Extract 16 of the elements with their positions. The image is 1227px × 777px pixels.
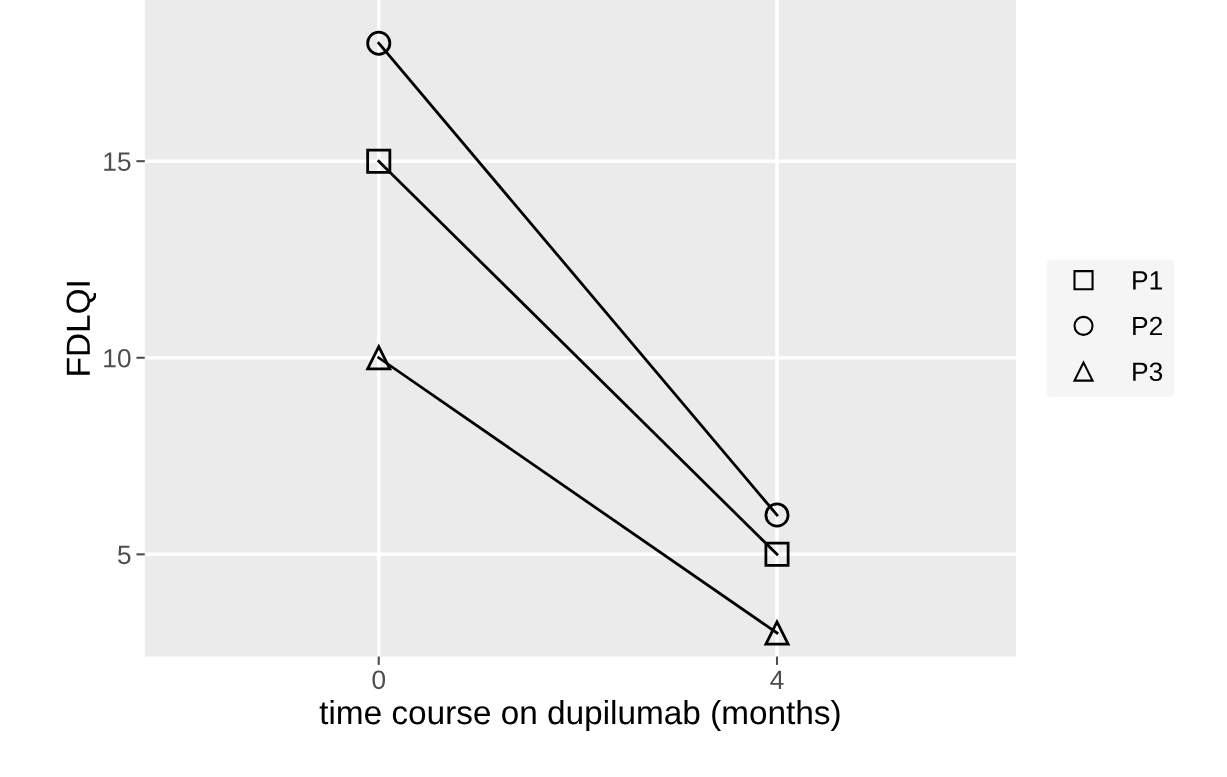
- point: [366, 30, 392, 56]
- point: [764, 502, 790, 528]
- y-tick-label: 10: [104, 348, 131, 368]
- x-axis-title: time course on dupilumab (months): [319, 699, 840, 731]
- point: [366, 345, 392, 371]
- y-axis-title: FDLQI: [66, 282, 97, 375]
- x-tick-label: 4: [770, 670, 784, 689]
- legend-label: P3: [1133, 362, 1163, 382]
- legend-label: P1: [1133, 271, 1163, 290]
- legend-label: P2: [1133, 316, 1162, 336]
- point: [366, 148, 392, 174]
- x-tick-label: 0: [372, 670, 386, 690]
- y-tick-label: 5: [117, 545, 131, 565]
- point: [764, 620, 790, 646]
- y-tick-label: 15: [104, 152, 131, 172]
- point: [764, 541, 790, 567]
